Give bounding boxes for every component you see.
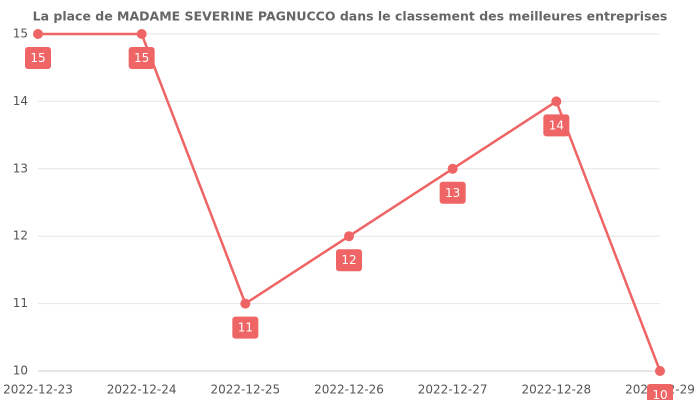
data-label-box [232, 316, 259, 339]
point [136, 29, 147, 39]
data-label: 13 [445, 186, 460, 200]
data-label-box [543, 114, 570, 137]
data-label: 15 [134, 51, 149, 65]
y-tick-label: 10 [13, 364, 28, 378]
point [240, 298, 251, 309]
y-tick-label: 12 [13, 229, 28, 243]
x-tick-label: 2022-12-24 [107, 383, 177, 397]
x-tick-label: 2022-12-26 [314, 383, 384, 397]
data-label: 14 [549, 118, 564, 132]
data-label-box [336, 249, 362, 272]
data-label-box [439, 181, 466, 204]
point [344, 231, 354, 242]
data-label: 11 [238, 321, 253, 335]
point [655, 366, 665, 376]
x-tick-label: 2022-12-27 [418, 383, 488, 397]
point [551, 96, 562, 107]
chart-title: La place de MADAME SEVERINE PAGNUCCO dan… [33, 9, 668, 24]
data-label: 12 [341, 253, 356, 267]
x-tick-label: 2022-12-23 [3, 383, 73, 397]
data-label: 15 [30, 51, 45, 65]
data-label: 10 [652, 388, 667, 400]
x-tick-label: 2022-12-25 [210, 383, 280, 397]
data-label-box [128, 47, 155, 69]
x-tick-label: 2022-12-28 [521, 383, 591, 397]
data-label-box [25, 47, 51, 69]
y-tick-label: 13 [13, 161, 28, 175]
y-tick-label: 11 [13, 296, 28, 310]
point [33, 29, 43, 39]
y-tick-label: 15 [13, 27, 28, 41]
point [447, 163, 458, 174]
y-tick-label: 14 [13, 94, 28, 108]
data-label-box [647, 384, 673, 400]
line [38, 32, 662, 372]
